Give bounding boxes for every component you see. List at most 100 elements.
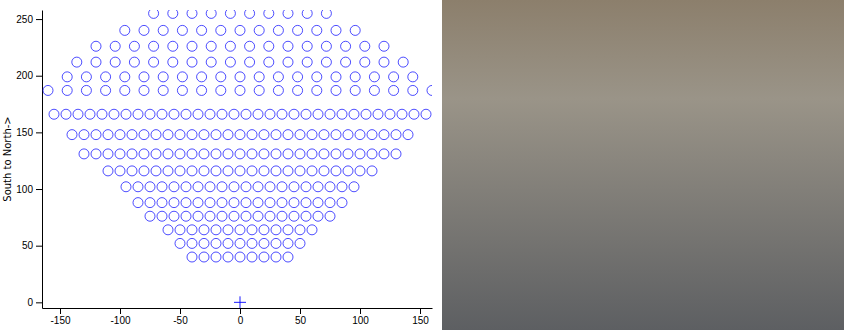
- point: [163, 225, 173, 235]
- point: [149, 57, 159, 67]
- point: [223, 149, 233, 159]
- point: [81, 85, 91, 95]
- point: [241, 109, 251, 119]
- point: [175, 238, 185, 248]
- point: [157, 198, 167, 208]
- point: [158, 25, 168, 35]
- x-tick-mark: [300, 308, 301, 314]
- point: [197, 25, 207, 35]
- point: [254, 85, 264, 95]
- point: [313, 211, 323, 221]
- point: [225, 41, 235, 51]
- point: [307, 149, 317, 159]
- series-1: [234, 296, 246, 308]
- point: [271, 238, 281, 248]
- point: [373, 109, 383, 119]
- point: [205, 211, 215, 221]
- point: [91, 41, 101, 51]
- y-axis-line: [42, 11, 43, 309]
- point: [379, 130, 389, 140]
- point: [408, 72, 418, 82]
- point: [293, 72, 303, 82]
- point: [206, 57, 216, 67]
- point: [85, 109, 95, 119]
- point: [277, 109, 287, 119]
- point: [151, 149, 161, 159]
- point: [253, 182, 263, 192]
- point: [271, 225, 281, 235]
- point: [223, 225, 233, 235]
- point: [321, 10, 331, 18]
- point: [265, 109, 275, 119]
- point: [341, 57, 351, 67]
- point: [120, 72, 130, 82]
- y-tick-mark: [36, 76, 42, 77]
- y-tick-label: 200: [16, 70, 33, 81]
- point: [321, 41, 331, 51]
- y-axis: 050100150200250: [16, 11, 42, 309]
- point: [216, 85, 226, 95]
- point: [211, 225, 221, 235]
- point: [193, 211, 203, 221]
- point: [247, 238, 257, 248]
- point: [157, 109, 167, 119]
- point: [145, 211, 155, 221]
- point: [168, 10, 178, 18]
- point: [223, 238, 233, 248]
- point: [217, 182, 227, 192]
- point: [133, 198, 143, 208]
- point: [67, 130, 77, 140]
- point: [273, 25, 283, 35]
- point: [103, 130, 113, 140]
- point: [259, 252, 269, 262]
- x-tick-mark: [420, 308, 421, 314]
- point: [247, 252, 257, 262]
- point: [325, 109, 335, 119]
- point: [379, 149, 389, 159]
- point: [264, 57, 274, 67]
- point: [217, 109, 227, 119]
- point: [129, 57, 139, 67]
- point: [158, 85, 168, 95]
- point: [115, 166, 125, 176]
- point: [283, 252, 293, 262]
- point: [79, 149, 89, 159]
- point: [355, 130, 365, 140]
- x-tick-label: 50: [295, 315, 307, 326]
- y-tick-label: 100: [16, 184, 33, 195]
- point: [149, 41, 159, 51]
- x-tick-label: 100: [352, 315, 369, 326]
- point: [247, 130, 257, 140]
- x-tick: 150: [412, 308, 429, 326]
- point: [73, 109, 83, 119]
- point: [312, 85, 322, 95]
- point: [379, 41, 389, 51]
- point: [175, 225, 185, 235]
- point: [199, 225, 209, 235]
- point: [325, 211, 335, 221]
- y-tick: 0: [27, 297, 42, 308]
- point: [289, 198, 299, 208]
- x-axis: -150-100-50050100150: [43, 308, 433, 326]
- point: [211, 149, 221, 159]
- point: [241, 182, 251, 192]
- point: [175, 149, 185, 159]
- point: [121, 109, 131, 119]
- point: [72, 57, 82, 67]
- point: [264, 41, 274, 51]
- point: [349, 182, 359, 192]
- point: [177, 72, 187, 82]
- point: [197, 85, 207, 95]
- point: [349, 109, 359, 119]
- point: [199, 252, 209, 262]
- point: [277, 211, 287, 221]
- y-tick-label: 0: [27, 297, 33, 308]
- point: [169, 109, 179, 119]
- x-tick: 100: [352, 308, 369, 326]
- point: [259, 225, 269, 235]
- point: [408, 85, 418, 95]
- point: [187, 149, 197, 159]
- point: [367, 149, 377, 159]
- point: [235, 166, 245, 176]
- point: [229, 198, 239, 208]
